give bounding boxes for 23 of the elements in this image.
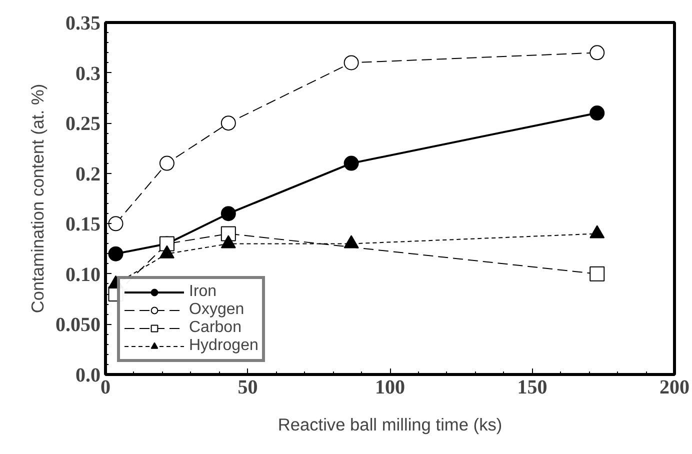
y-tick-label: 0.0	[76, 364, 100, 386]
y-tick-label: 0.10	[66, 264, 100, 286]
x-tick-label: 200	[660, 376, 690, 398]
legend-label: Oxygen	[189, 301, 244, 319]
x-tick-label: 50	[238, 376, 258, 398]
point	[108, 246, 124, 262]
y-axis-title: Contamination content (at. %)	[28, 84, 48, 314]
y-tick-label: 0.35	[66, 12, 100, 34]
y-tick-label: 0.050	[56, 314, 100, 336]
y-tick-label: 0.3	[76, 62, 100, 85]
y-tick-label: 0.25	[66, 113, 100, 136]
point	[590, 106, 605, 120]
x-tick-label: 100	[375, 376, 405, 398]
point	[220, 206, 236, 222]
x-axis-title: Reactive ball milling time (ks)	[278, 414, 502, 434]
y-tick-label: 0.2	[76, 163, 100, 186]
point	[344, 156, 359, 171]
x-tick-label: 150	[517, 376, 548, 398]
y-tick-label: 0.15	[66, 214, 100, 236]
legend-label: Carbon	[189, 319, 242, 337]
legend-label: Hydrogen	[189, 337, 258, 355]
x-tick-label: 0	[100, 376, 110, 398]
legend-label: Iron	[189, 283, 217, 301]
